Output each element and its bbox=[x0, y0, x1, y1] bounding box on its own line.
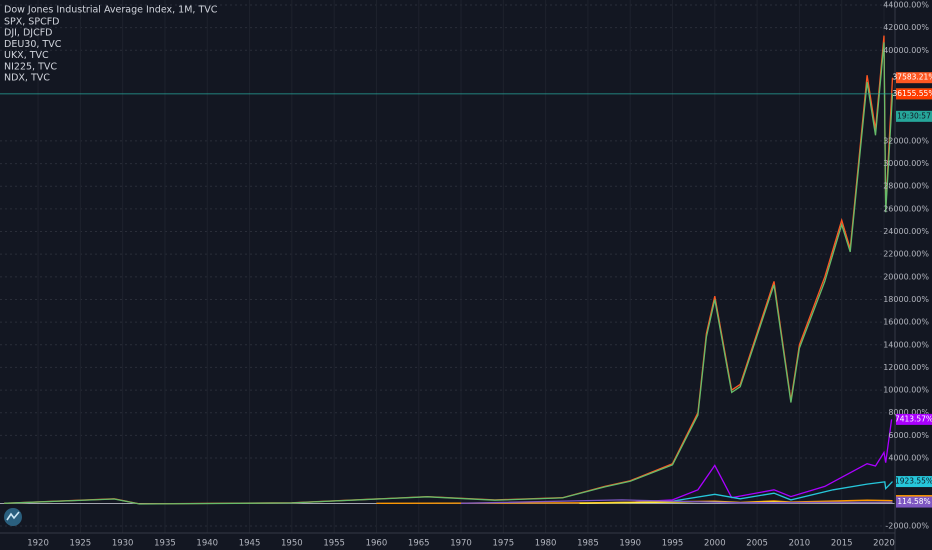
x-tick-label: 1990 bbox=[619, 539, 641, 549]
x-tick-label: 1960 bbox=[366, 539, 388, 549]
price-tag-label: 36155.55% bbox=[893, 89, 932, 98]
y-tick-label: 44000.00% bbox=[883, 1, 929, 10]
legend-entry: NI225, TVC bbox=[4, 61, 57, 72]
series-line bbox=[4, 42, 894, 505]
logo[interactable] bbox=[4, 508, 22, 526]
y-tick-label: 4000.00% bbox=[888, 454, 929, 463]
x-tick-label: 2015 bbox=[831, 539, 853, 549]
series-line bbox=[579, 481, 893, 504]
legend-entry: UKX, TVC bbox=[4, 50, 49, 61]
x-tick-label: 1980 bbox=[535, 539, 557, 549]
x-tick-label: 1970 bbox=[450, 539, 472, 549]
y-tick-label: -2000.00% bbox=[885, 522, 929, 531]
y-tick-label: 32000.00% bbox=[883, 136, 929, 145]
x-tick-label: 1995 bbox=[662, 539, 684, 549]
price-tag-label: 114.58% bbox=[897, 497, 930, 506]
y-tick-label: 24000.00% bbox=[883, 227, 929, 236]
y-tick-label: 16000.00% bbox=[883, 318, 929, 327]
price-tag-label: 37583.21% bbox=[893, 73, 932, 82]
x-tick-label: 1945 bbox=[239, 539, 261, 549]
x-tick-label: 1985 bbox=[577, 539, 599, 549]
legend-entry: DJI, DJCFD bbox=[4, 28, 53, 39]
y-tick-label: 14000.00% bbox=[883, 340, 929, 349]
x-tick-label: 2010 bbox=[789, 539, 811, 549]
x-tick-label: 1925 bbox=[70, 539, 92, 549]
y-tick-label: 40000.00% bbox=[883, 46, 929, 55]
x-tick-label: 2005 bbox=[746, 539, 768, 549]
y-tick-label: 20000.00% bbox=[883, 272, 929, 281]
price-tag-label: 7413.57% bbox=[895, 414, 932, 423]
y-tick-label: 42000.00% bbox=[883, 23, 929, 32]
countdown: 19:30:57 bbox=[897, 111, 931, 120]
price-tag bbox=[896, 72, 932, 84]
x-tick-label: 1935 bbox=[154, 539, 176, 549]
y-tick-label: 6000.00% bbox=[888, 431, 929, 440]
x-tick-label: 1955 bbox=[323, 539, 345, 549]
legend-entry: SPX, SPCFD bbox=[4, 17, 59, 28]
y-tick-label: 10000.00% bbox=[883, 386, 929, 395]
y-tick-label: 18000.00% bbox=[883, 295, 929, 304]
x-tick-label: 1920 bbox=[27, 539, 49, 549]
x-tick-label: 2000 bbox=[704, 539, 726, 549]
x-tick-label: 1940 bbox=[196, 539, 218, 549]
legend-entry: DEU30, TVC bbox=[4, 39, 62, 50]
y-tick-label: 28000.00% bbox=[883, 182, 929, 191]
x-tick-label: 1965 bbox=[408, 539, 430, 549]
price-tag bbox=[896, 476, 932, 488]
legend-entry: NDX, TVC bbox=[4, 73, 50, 84]
x-tick-label: 1975 bbox=[493, 539, 515, 549]
x-tick-label: 1950 bbox=[281, 539, 303, 549]
price-tag-label: 1923.55% bbox=[895, 477, 932, 486]
y-tick-label: 8000.00% bbox=[888, 408, 929, 417]
price-tag bbox=[896, 88, 932, 100]
series-line bbox=[460, 499, 893, 504]
y-tick-label: 22000.00% bbox=[883, 250, 929, 259]
series-line bbox=[587, 419, 893, 504]
y-tick-label: 12000.00% bbox=[883, 363, 929, 372]
x-tick-label: 2020 bbox=[873, 539, 895, 549]
y-tick-label: 30000.00% bbox=[883, 159, 929, 168]
price-tag bbox=[896, 496, 932, 508]
legend-title: Dow Jones Industrial Average Index, 1M, … bbox=[4, 5, 218, 16]
y-tick-label: 26000.00% bbox=[883, 204, 929, 213]
countdown-box bbox=[896, 110, 932, 122]
price-tag bbox=[896, 413, 932, 425]
x-tick-label: 1930 bbox=[112, 539, 134, 549]
